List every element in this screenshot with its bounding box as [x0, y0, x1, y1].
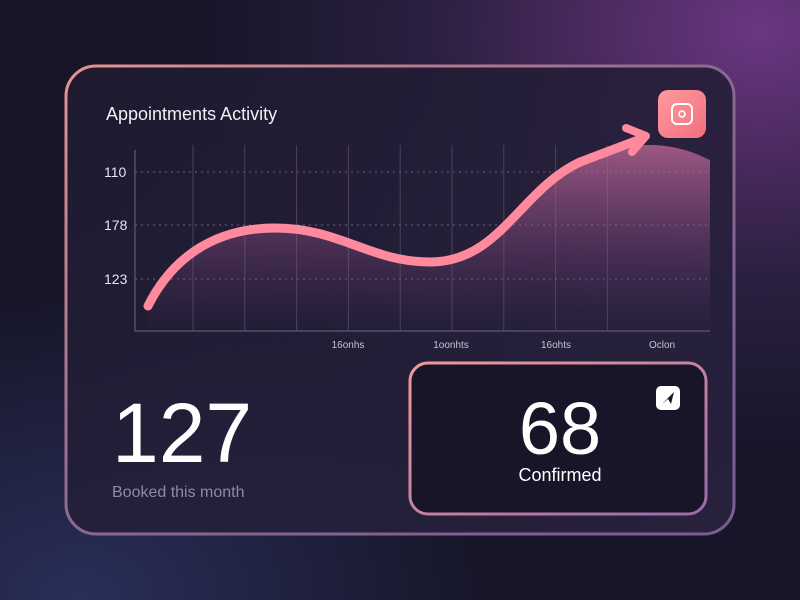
icon-button-bg[interactable]: [658, 90, 706, 138]
y-tick-label: 123: [104, 271, 128, 287]
confirmed-value: 68: [519, 387, 601, 470]
booked-value: 127: [112, 386, 252, 480]
x-tick-label: 16onhs: [332, 340, 365, 351]
icon-glyph: [671, 103, 693, 125]
chart-title: Appointments Activity: [106, 104, 277, 124]
trend-line: [143, 135, 643, 311]
x-tick-label: Oclon: [649, 340, 675, 351]
y-tick-label: 110: [104, 164, 127, 180]
confirmed-label: Confirmed: [518, 465, 601, 485]
x-tick-label: 1oonhts: [433, 340, 469, 351]
y-tick-label: 178: [104, 217, 128, 233]
icon-button[interactable]: [658, 90, 706, 138]
icon-glyph-dot: [678, 110, 686, 118]
trend-arrow: [622, 124, 650, 156]
area-fill: [148, 144, 710, 331]
x-tick-label: 16ohts: [541, 340, 571, 351]
booked-label: Booked this month: [112, 484, 245, 501]
confirmed-box: [408, 361, 708, 516]
confirmed-icon-glyph: [662, 392, 674, 404]
